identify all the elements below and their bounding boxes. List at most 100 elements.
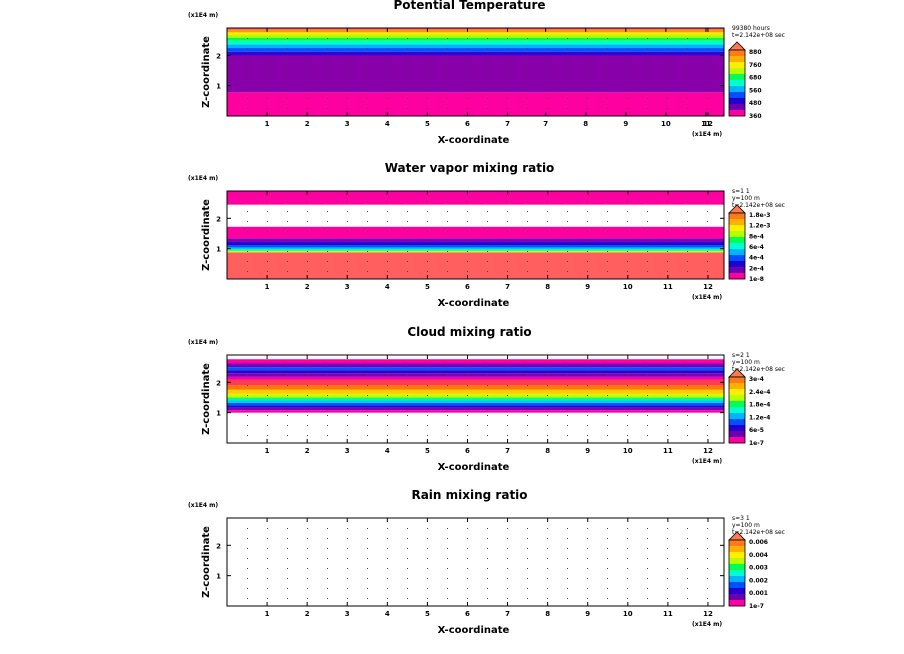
colorbar-label: 360 [749, 113, 762, 120]
y-tick-label: 2 [216, 379, 221, 387]
contour-band-16 [227, 359, 724, 364]
colorbar-swatch [729, 219, 745, 226]
colorbar-swatch [729, 546, 745, 553]
x-tick-label: 12 [703, 610, 713, 618]
colorbar-swatch [729, 56, 745, 63]
colorbar-swatch [729, 225, 745, 232]
colorbar-label: 560 [749, 87, 762, 94]
x-tick-label: 12 [703, 447, 713, 455]
plot-frame [226, 354, 725, 444]
x-tick-label: 5 [425, 120, 430, 128]
colorbar-label: 880 [749, 49, 762, 56]
contour-band-1 [227, 410, 724, 413]
x-tick-label: 5 [425, 447, 430, 455]
x-tick-label: 5 [425, 610, 430, 618]
colorbar-swatch [729, 600, 745, 607]
colorbar-frame [728, 376, 746, 444]
colorbar-swatch [729, 249, 745, 256]
grid-dots [247, 38, 708, 109]
x-tick-label: 8 [545, 447, 550, 455]
contour-band-7 [227, 393, 724, 398]
plot-frame [226, 27, 725, 117]
colorbar-swatch [729, 540, 745, 547]
contour-band-2 [227, 55, 724, 93]
info-line: t=2.142e+08 sec [732, 529, 785, 536]
contour-band-2 [227, 407, 724, 411]
colorbar-swatch [729, 582, 745, 589]
colorbar-label: 680 [749, 75, 762, 82]
colorbar: 0.006 0.004 0.003 0.002 0.001 1e-7 [728, 531, 768, 610]
x-tick-label: 1 [265, 120, 270, 128]
contour-band-4 [227, 402, 724, 406]
colorbar-swatch [729, 576, 745, 583]
colorbar-label: 0.003 [749, 565, 768, 572]
contour-band-5 [227, 400, 724, 403]
x-tick-label: 9 [623, 120, 628, 128]
colorbar-swatch [729, 104, 745, 111]
x-tick-label: 6 [465, 120, 470, 128]
colorbar-swatch [729, 437, 745, 444]
x-tick-label: 1 [265, 447, 270, 455]
contour-band-5 [227, 44, 724, 49]
chart-panel-2: Water vapor mixing ratio(x1E4 m)1 2 3 4 5 6 7 8… [188, 161, 785, 309]
info-line: 99380 hours [732, 25, 770, 32]
colorbar: 1.8e-3 1.2e-3 8e-4 6e-4 4e-4 2e-4 1e-8 [728, 204, 770, 283]
colorbar-swatch [729, 431, 745, 438]
x-tick-label: 11 [701, 120, 711, 128]
colorbar-label: 1e-7 [749, 603, 764, 610]
x-unit-label: (x1E4 m) [692, 621, 722, 628]
x-tick-label: 7 [505, 283, 510, 291]
x-tick-label: 9 [585, 447, 590, 455]
contour-band-7 [227, 37, 724, 41]
contour-band-9 [227, 32, 724, 35]
contour-bands [227, 359, 724, 413]
x-tick-label: 10 [661, 120, 671, 128]
colorbar-swatch [729, 98, 745, 105]
x-tick-label: 6 [465, 447, 470, 455]
colorbar-label: 1e-8 [749, 276, 764, 283]
x-tick-label: 10 [623, 447, 633, 455]
colorbar-label: 0.001 [749, 590, 768, 597]
contour-band-4 [227, 247, 724, 250]
colorbar-swatch [729, 261, 745, 268]
plot-frame [226, 517, 725, 607]
contour-band-8 [227, 389, 724, 394]
y-unit-label: (x1E4 m) [188, 175, 218, 182]
contour-band-6 [227, 397, 724, 401]
info-line: t=2.142e+08 sec [732, 202, 785, 209]
y-axis-title: Z-coordinate [201, 36, 212, 108]
x-unit-label: (x1E4 m) [692, 294, 722, 301]
x-tick-label: 2 [305, 610, 310, 618]
colorbar-swatch [729, 425, 745, 432]
colorbar-label: 6e-5 [749, 427, 764, 434]
contour-band-12 [227, 373, 724, 377]
colorbar-label: 0.002 [749, 577, 768, 584]
x-tick-label: 9 [585, 610, 590, 618]
colorbar-label: 8e-4 [749, 233, 764, 240]
colorbar-swatch [729, 558, 745, 565]
chart-panel-1: Potential Temperature(x1E4 m)1 2 3 4 5 6 7 7 8 9 1… [188, 0, 785, 146]
colorbar-label: 1.8e-4 [749, 402, 770, 409]
colorbar-swatch [729, 92, 745, 99]
grid-dots [247, 365, 708, 436]
colorbar-label: 2.4e-4 [749, 389, 770, 396]
colorbar-swatch [729, 383, 745, 390]
colorbar-label: 2e-4 [749, 265, 764, 272]
x-tick-label: 4 [385, 447, 390, 455]
colorbar-swatch [729, 110, 745, 117]
info-line: s=3 1 [732, 515, 750, 522]
grid-dots [247, 528, 708, 599]
contour-band-3 [227, 51, 724, 56]
colorbar-swatch [729, 401, 745, 408]
chart-title: Potential Temperature [393, 0, 545, 12]
colorbar-swatch [729, 255, 745, 262]
x-unit-label: (x1E4 m) [692, 131, 722, 138]
contour-band-6 [227, 40, 724, 45]
colorbar-swatch [729, 377, 745, 384]
x-axis-title: X-coordinate [438, 462, 510, 473]
contour-band-11 [227, 376, 724, 380]
x-tick-label: 3 [345, 447, 350, 455]
x-tick-label: 9 [585, 283, 590, 291]
y-axis-title: Z-coordinate [201, 363, 212, 435]
